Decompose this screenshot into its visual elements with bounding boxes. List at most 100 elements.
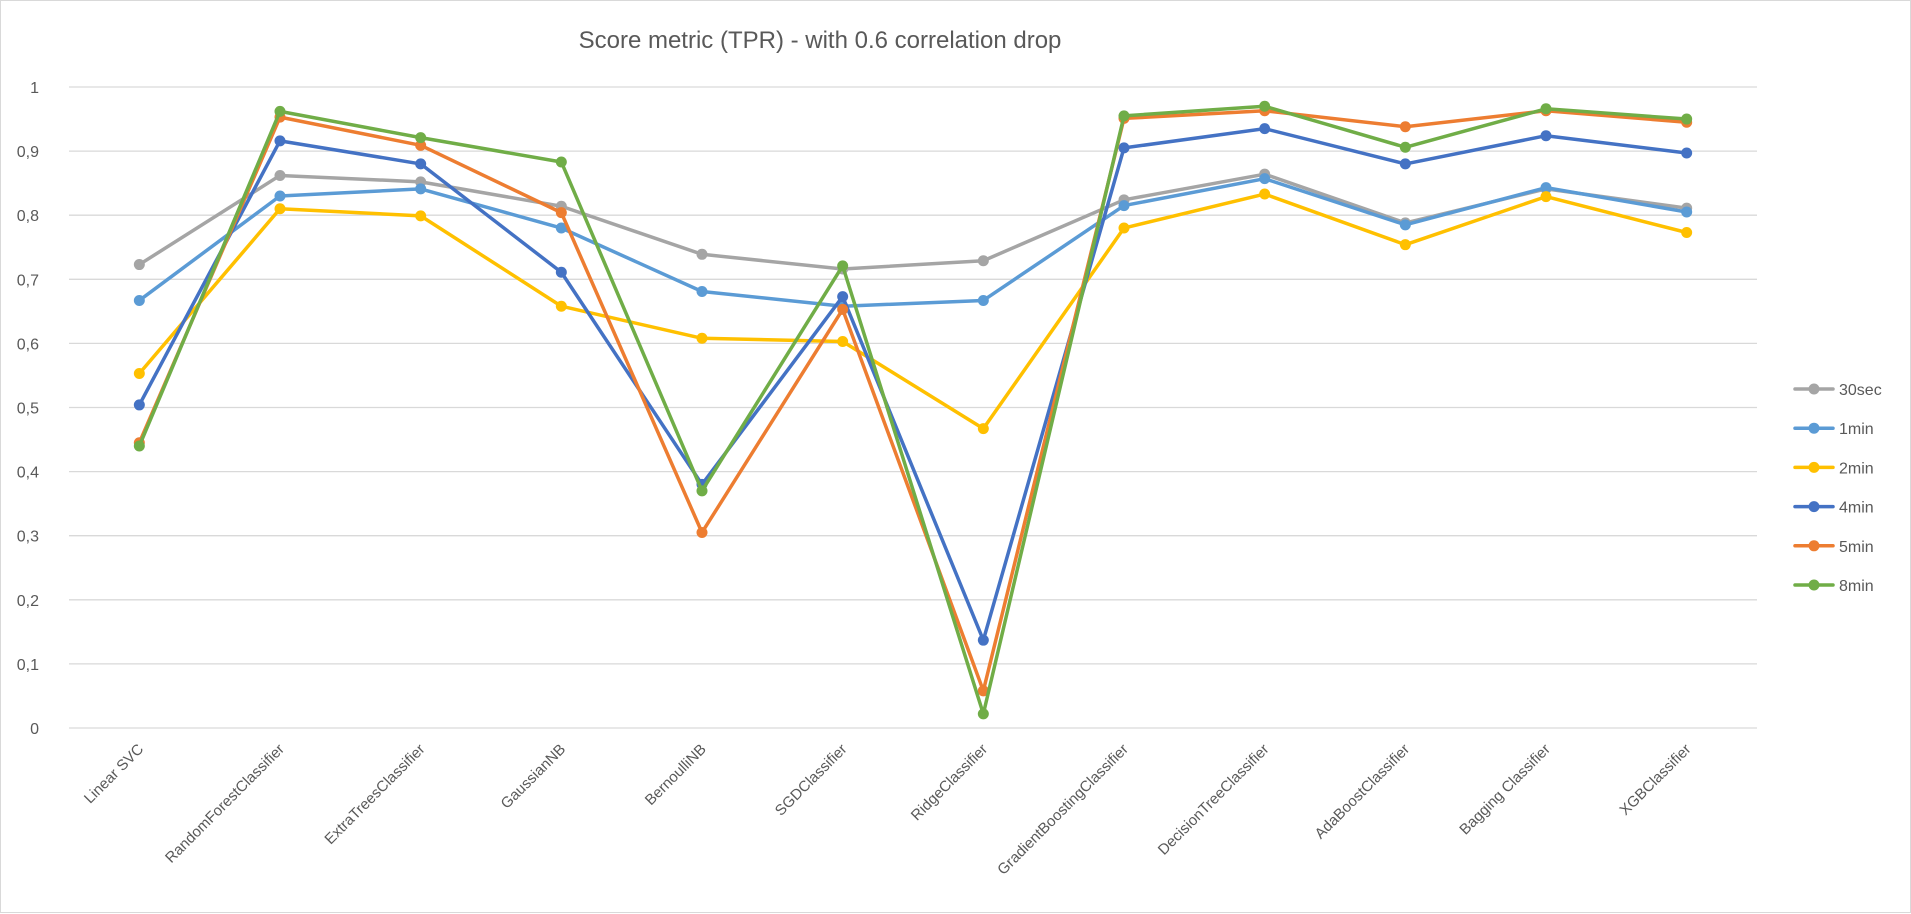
series-line (137, 108, 1689, 693)
data-point (555, 207, 567, 219)
legend-label: 8min (1839, 578, 1874, 595)
data-point (1259, 188, 1271, 200)
data-point (555, 156, 567, 168)
data-point (274, 169, 286, 181)
legend-label: 4min (1839, 500, 1874, 517)
series-30sec (133, 168, 1693, 275)
series-line (137, 192, 1689, 431)
y-tick-label: 0,8 (17, 208, 39, 225)
legend-label: 1min (1839, 421, 1874, 438)
data-point (696, 248, 708, 260)
legend-swatch-marker (1808, 383, 1820, 395)
y-tick-label: 0,5 (17, 401, 39, 418)
legend-swatch-marker (1808, 422, 1820, 434)
data-point (977, 255, 989, 267)
data-point (977, 708, 989, 720)
legend: 30sec 1min 2min 4min 5min 8min (1793, 382, 1882, 595)
series-5min (133, 105, 1693, 697)
y-tick-label: 1 (30, 80, 39, 97)
y-tick-label: 0,6 (17, 336, 39, 353)
x-tick-label: GradientBoostingClassifier (994, 741, 1132, 879)
data-point (696, 332, 708, 344)
legend-item: 2min (1793, 460, 1874, 477)
data-point (977, 294, 989, 306)
data-point (415, 139, 427, 151)
data-point (1399, 219, 1411, 231)
series-line (137, 104, 1689, 716)
data-point (1540, 103, 1552, 115)
legend-swatch-marker (1808, 501, 1820, 513)
data-point (274, 135, 286, 147)
legend-item: 5min (1793, 539, 1874, 556)
data-point (1118, 200, 1130, 212)
data-point (696, 285, 708, 297)
data-point (977, 634, 989, 646)
data-point (1259, 100, 1271, 112)
data-point (1399, 121, 1411, 133)
data-point (837, 303, 849, 315)
x-tick-label: DecisionTreeClassifier (1155, 741, 1273, 859)
y-tick-label: 0,2 (17, 593, 39, 610)
grid-layer (69, 86, 1757, 729)
data-point (977, 423, 989, 435)
series-1min (133, 173, 1693, 312)
data-point (274, 105, 286, 117)
x-tick-label: BernoulliNB (642, 741, 710, 809)
x-tick-label: GaussianNB (498, 741, 570, 813)
data-point (1681, 227, 1693, 239)
data-point (1399, 141, 1411, 153)
x-tick-label: RidgeClassifier (908, 741, 991, 824)
series-line (137, 176, 1689, 308)
y-tick-label: 0,7 (17, 272, 39, 289)
x-tick-label: XGBClassifier (1616, 741, 1694, 819)
series-line (137, 126, 1689, 642)
data-point (1540, 182, 1552, 194)
legend-swatch-marker (1808, 579, 1820, 591)
data-point (133, 259, 145, 271)
data-point (837, 291, 849, 303)
x-tick-label: AdaBoostClassifier (1312, 741, 1414, 843)
x-tick-label: RandomForestClassifier (162, 741, 288, 867)
series-8min (133, 100, 1693, 720)
data-point (274, 203, 286, 215)
series-4min (133, 123, 1693, 646)
y-tick-label: 0,3 (17, 529, 39, 546)
legend-item: 4min (1793, 500, 1874, 517)
data-point (1259, 123, 1271, 135)
legend-swatch-marker (1808, 540, 1820, 552)
data-point (696, 526, 708, 538)
data-point (415, 210, 427, 222)
x-tick-label: ExtraTreesClassifier (321, 741, 428, 848)
data-point (1681, 147, 1693, 159)
data-point (415, 132, 427, 144)
y-tick-label: 0,9 (17, 144, 39, 161)
data-point (274, 190, 286, 202)
data-point (1399, 239, 1411, 251)
data-point (133, 440, 145, 452)
x-tick-label: SGDClassifier (772, 741, 851, 820)
data-point (837, 260, 849, 272)
y-tick-label: 0,4 (17, 465, 39, 482)
y-axis-ticks: 0 0,1 0,2 0,3 0,4 0,5 0,6 0,7 0,8 0,9 1 (17, 80, 39, 738)
data-point (555, 300, 567, 312)
data-point (1540, 191, 1552, 203)
legend-item: 30sec (1793, 382, 1882, 399)
data-point (1259, 173, 1271, 185)
legend-swatch-marker (1808, 461, 1820, 473)
data-point (1540, 130, 1552, 142)
legend-label: 5min (1839, 539, 1874, 556)
data-point (837, 335, 849, 347)
x-axis-ticks: Linear SVC RandomForestClassifier ExtraTre… (81, 741, 1695, 879)
data-point (1681, 113, 1693, 125)
data-point (555, 222, 567, 234)
data-point (1118, 142, 1130, 154)
data-point (696, 485, 708, 497)
data-point (415, 183, 427, 195)
y-tick-label: 0 (30, 721, 39, 738)
legend-label: 2min (1839, 460, 1874, 477)
data-point (415, 158, 427, 170)
x-tick-label: Linear SVC (81, 741, 147, 807)
x-tick-label: Bagging Classifier (1456, 741, 1554, 839)
